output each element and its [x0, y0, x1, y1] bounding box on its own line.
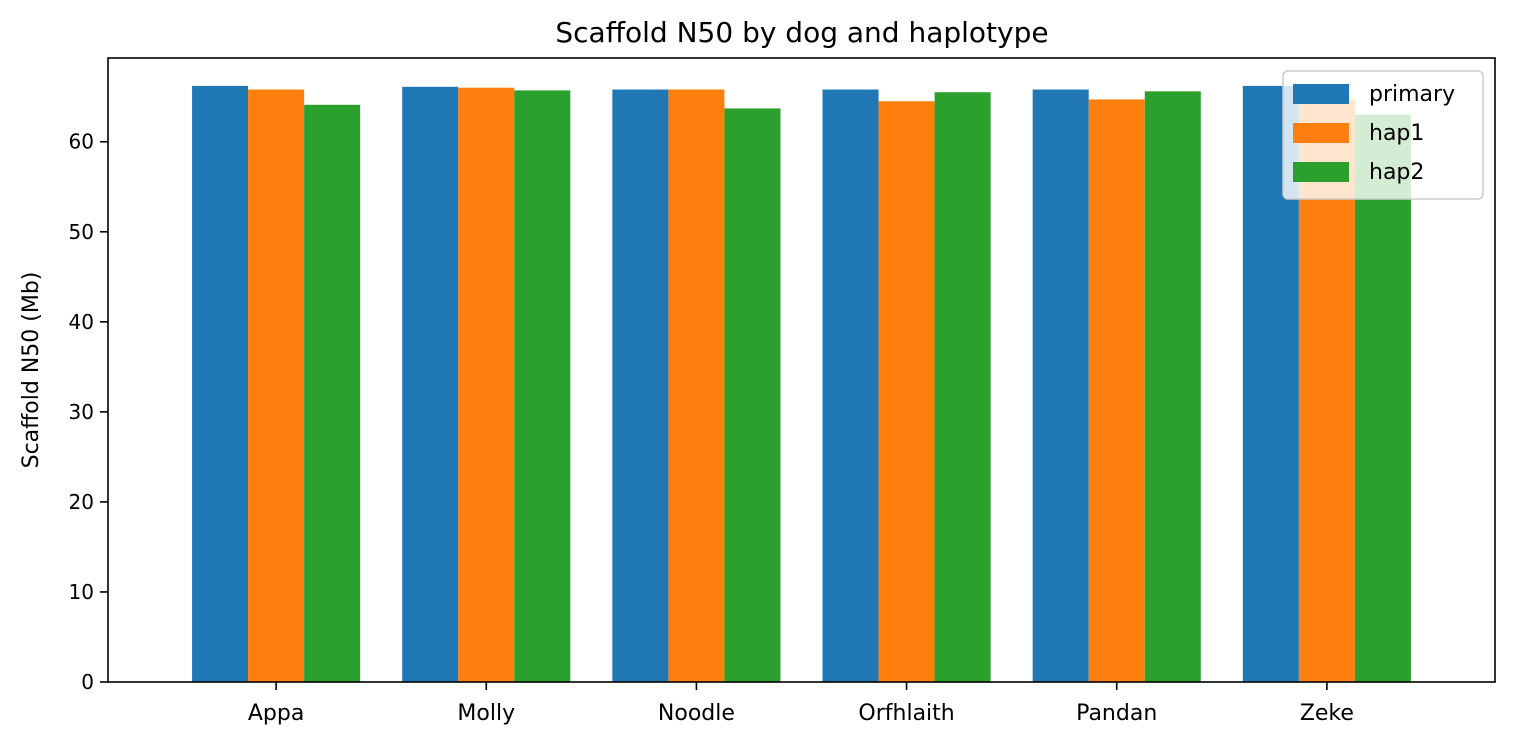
bar-primary-orfhlaith [822, 89, 879, 682]
legend-label-hap2: hap2 [1369, 160, 1424, 185]
y-axis-label: Scaffold N50 (Mb) [19, 272, 44, 469]
legend-label-hap1: hap1 [1369, 121, 1424, 146]
x-tick-label: Noodle [658, 701, 735, 726]
y-tick-label: 60 [69, 130, 94, 154]
x-tick-label: Zeke [1300, 701, 1354, 726]
y-axis: 0 10 20 30 40 50 60 [69, 130, 108, 694]
chart-title: Scaffold N50 by dog and haplotype [555, 16, 1048, 49]
legend: primary hap1 hap2 [1282, 70, 1484, 200]
bar-hap1-noodle [668, 89, 725, 682]
y-tick-label: 0 [81, 670, 94, 694]
y-tick-label: 20 [69, 490, 94, 514]
legend-swatch-primary [1293, 84, 1349, 104]
x-axis: Appa Molly Noodle Orfhlaith Pandan Zeke [248, 682, 1354, 726]
y-tick-label: 30 [69, 400, 94, 424]
bar-hap1-molly [458, 87, 515, 682]
bar-hap2-pandan [1144, 91, 1201, 682]
bar-hap2-orfhlaith [934, 92, 991, 683]
x-tick-label: Molly [457, 701, 515, 726]
x-tick-label: Appa [248, 701, 304, 726]
bar-hap1-appa [248, 89, 305, 682]
bar-hap2-molly [514, 90, 571, 683]
bar-hap1-orfhlaith [878, 101, 935, 683]
bars-group [192, 85, 1411, 683]
y-tick-label: 10 [69, 580, 94, 604]
legend-swatch-hap2 [1293, 162, 1349, 182]
x-tick-label: Pandan [1076, 701, 1157, 726]
bar-primary-pandan [1032, 89, 1089, 682]
bar-hap2-appa [304, 104, 361, 682]
plot-frame [107, 57, 1496, 683]
y-tick-label: 50 [69, 220, 94, 244]
legend-swatch-hap1 [1293, 123, 1349, 143]
bar-primary-molly [402, 86, 459, 682]
bar-hap2-zeke [1354, 114, 1411, 683]
legend-label-primary: primary [1369, 82, 1455, 107]
y-tick-label: 40 [69, 310, 94, 334]
x-tick-label: Orfhlaith [858, 701, 954, 726]
bar-primary-noodle [612, 89, 669, 682]
bar-primary-appa [192, 85, 249, 682]
bar-hap2-noodle [724, 108, 781, 683]
bar-hap1-pandan [1088, 99, 1145, 683]
